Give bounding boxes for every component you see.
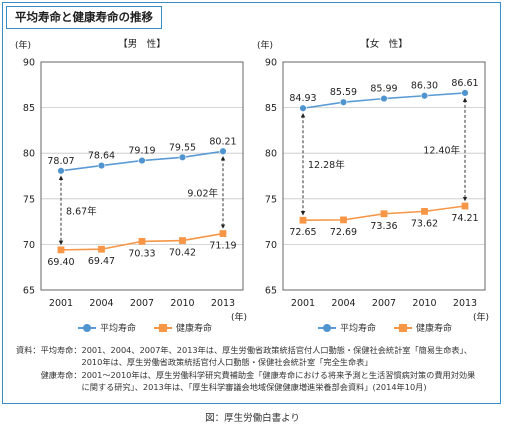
x-tick-label: 2013 [211,298,235,309]
data-label: 73.36 [370,221,397,232]
data-point-healthy [98,245,105,253]
y-tick-label: 75 [265,194,277,205]
y-tick-label: 80 [23,149,35,160]
figure-source: 図：厚生労働白書より [205,413,300,424]
data-point-avg [461,89,469,97]
gap-label: 9.02年 [187,187,218,199]
data-label: 78.07 [47,156,74,167]
plot-area [282,61,486,291]
y-tick-label: 70 [23,240,35,251]
data-point-avg [339,98,348,106]
figure-title: 平均寿命と健康寿命の推移 [6,6,162,29]
legend-label-healthy: 健康寿命 [176,324,213,334]
x-tick-label: 2007 [372,298,396,309]
x-tick-label: 2001 [49,298,73,309]
legend-female: 平均寿命 健康寿命 [318,321,466,334]
legend-swatch-healthy [154,323,173,333]
data-label: 73.62 [411,218,438,229]
note-label: 健康寿命： [16,369,82,380]
data-label: 70.33 [128,248,155,259]
y-tick-label: 90 [265,58,277,69]
data-point-healthy [380,210,388,218]
x-tick-label: 2004 [331,298,355,309]
legend-swatch-healthy [394,323,413,333]
note-row-healthy: 健康寿命： 2001～2010年は、厚生労働科学研究費補助金「健康寿命における将… [16,369,496,394]
source-notes: 資料：平均寿命： 2001、2004、2007年、2013年は、厚生労働省政策統… [16,344,496,394]
note-text: 2001、2004、2007年、2013年は、厚生労働省政策統括官付人口動態・保… [81,345,472,368]
data-label: 79.19 [128,146,155,157]
data-point-healthy [421,207,428,215]
chart-canvas: 【男 性】 (年) 65 70 75 80 85 90 2001 2004 2007 2010 2013… [15,38,489,323]
data-label: 85.59 [330,87,357,98]
x-tick-label: 2004 [89,298,113,309]
data-label: 72.69 [330,227,357,238]
data-label: 86.61 [451,78,478,89]
y-tick-label: 90 [23,58,35,69]
x-axis-unit: (年) [231,311,247,323]
data-point-avg [420,92,429,100]
x-tick-label: 2010 [412,298,436,309]
data-point-healthy [340,216,347,224]
data-label: 80.21 [209,136,236,147]
data-label: 84.93 [289,93,316,104]
x-tick-label: 2001 [291,298,315,309]
data-point-avg [299,104,307,112]
figure-frame [2,2,501,404]
data-label: 85.99 [370,84,397,95]
legend-label-avg: 平均寿命 [340,324,377,334]
legend-male: 平均寿命 健康寿命 [78,321,226,334]
note-text: 2001～2010年は、厚生労働科学研究費補助金「健康寿命における将来予測と生活… [81,369,476,393]
data-point-avg [138,156,146,165]
x-tick-label: 2010 [170,298,194,309]
data-label: 69.47 [88,256,115,267]
y-tick-label: 65 [23,286,35,297]
data-point-healthy [299,216,307,224]
data-label: 79.55 [169,142,196,153]
data-point-avg [97,161,106,170]
note-label: 資料：平均寿命： [16,345,82,355]
y-tick-label: 85 [265,103,277,114]
gap-label: 12.28年 [308,159,345,171]
y-tick-label: 80 [265,149,277,160]
panel-title: 【女 性】 [360,38,408,50]
legend-label-healthy: 健康寿命 [416,324,453,334]
data-point-healthy [219,230,227,237]
gap-label: 12.40年 [423,144,460,156]
data-point-avg [380,94,388,103]
data-point-avg [219,147,227,155]
panel-title: 【男 性】 [118,38,166,50]
x-axis-unit: (年) [473,311,489,323]
data-label: 72.65 [289,227,316,238]
y-axis-unit: (年) [257,39,273,51]
data-point-healthy [179,237,186,244]
data-label: 86.30 [411,81,438,92]
data-label: 74.21 [451,213,478,224]
data-point-healthy [57,246,65,254]
y-axis-unit: (年) [15,39,31,51]
y-tick-label: 70 [265,240,277,251]
data-point-healthy [138,237,146,245]
data-point-avg [57,167,65,175]
x-tick-label: 2013 [453,298,477,309]
legend-swatch-avg [78,323,96,333]
gap-label: 8.67年 [66,205,97,217]
data-label: 70.42 [169,248,196,259]
y-tick-label: 65 [265,286,277,297]
data-label: 69.40 [47,257,74,268]
legend-label-avg: 平均寿命 [100,324,137,334]
y-tick-label: 75 [23,194,35,205]
x-tick-label: 2007 [130,298,154,309]
data-label: 71.19 [209,241,236,252]
data-point-avg [178,153,187,162]
data-point-healthy [461,202,469,210]
data-label: 78.64 [88,151,115,162]
legend-swatch-avg [318,323,336,333]
plot-area [40,61,244,291]
note-row-avg: 資料：平均寿命： 2001、2004、2007年、2013年は、厚生労働省政策統… [16,344,496,369]
y-tick-label: 85 [23,103,35,114]
